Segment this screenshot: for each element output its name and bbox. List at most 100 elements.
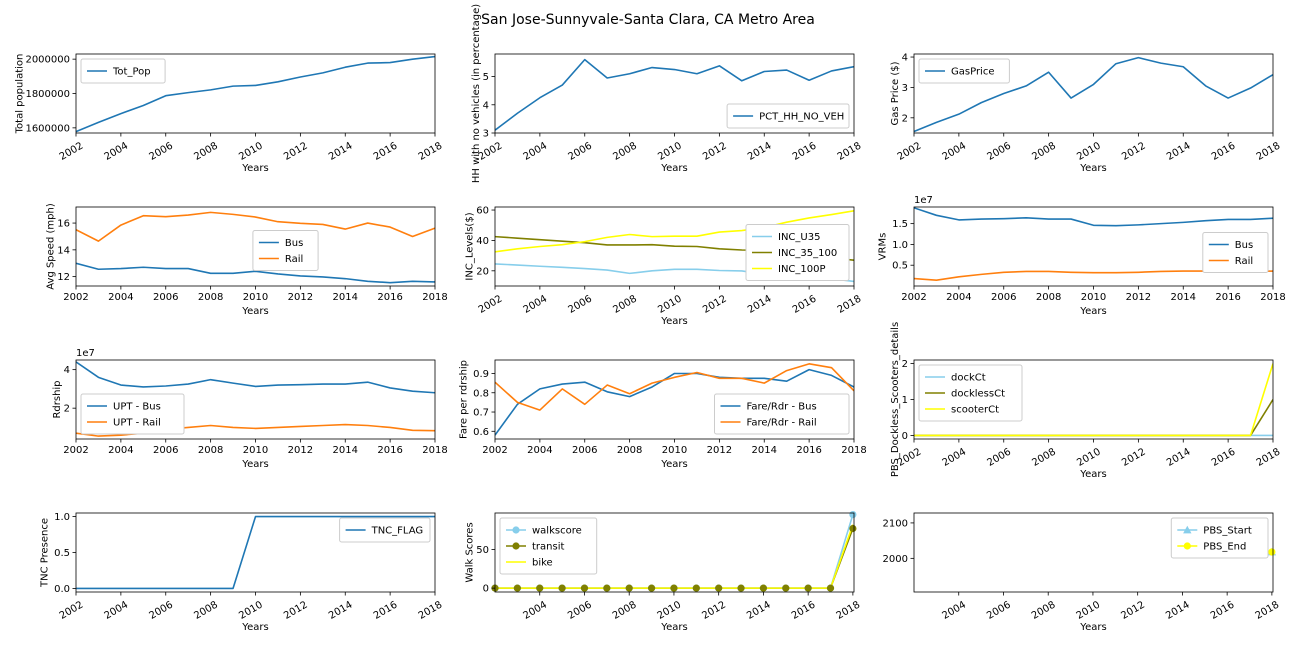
chart-4-xtick-label-1: 2002 [63, 292, 88, 303]
chart-5-ytick-label-1: 20 [476, 266, 489, 277]
chart-12-legend-label-2: PBS_End [1203, 542, 1246, 553]
chart-11-series-2-point-17 [849, 524, 857, 533]
chart-4-ylabel: Avg Speed (mph) [46, 203, 57, 290]
chart-5-series-line-3 [495, 210, 854, 253]
chart-5-xlabel: Years [660, 316, 687, 327]
chart-2-series-line-1 [495, 58, 854, 131]
chart-1-ytick-label-3: 2000000 [25, 55, 70, 66]
chart-2-ytick-label-2: 4 [483, 100, 489, 111]
chart-6-legend: Bus Rail [1202, 232, 1269, 273]
chart-8-plot-area [495, 363, 854, 436]
chart-11-frame [494, 512, 855, 593]
chart-8-legend-label-2: Fare/Rdr - Rail [747, 418, 817, 429]
chart-7-xtick-label-2: 2004 [108, 445, 133, 456]
chart-6-xtick-label-3: 2006 [991, 292, 1016, 303]
chart-2-xlabel: Years [660, 163, 687, 174]
chart-11-series-2-point-13 [759, 584, 768, 592]
chart-11-series-2-point-10 [692, 584, 700, 592]
chart-9-xlabel: Years [1079, 469, 1106, 480]
chart-6-legend-label-1: Bus [1235, 240, 1253, 251]
chart-1-series-line-1 [76, 55, 435, 133]
chart-4: 2002 2004 2006 2008 2010 2012 2014 2016 2018 12 14… [46, 203, 448, 317]
chart-1-legend-box [80, 58, 166, 84]
chart-8: 2002 2004 2006 2008 2010 2012 2014 2016 2018 0.6 0… [458, 359, 867, 470]
chart-4-legend: Bus Rail [252, 230, 319, 271]
chart-11-series-2-point-2 [513, 584, 521, 592]
chart-4-xtick-label-2: 2004 [108, 292, 133, 303]
chart-1-plot-area [76, 55, 435, 133]
chart-12-xlabel: Years [1079, 622, 1106, 633]
chart-1-ytick-label-2: 1800000 [25, 89, 70, 100]
chart-1-ytick-label-1: 1600000 [25, 123, 70, 134]
chart-6-ytick-label-1: 0.5 [892, 261, 908, 272]
chart-4-xtick-label-4: 2008 [198, 292, 223, 303]
chart-7-xtick-label-6: 2012 [288, 445, 313, 456]
chart-2-ytick-label-3: 5 [483, 72, 489, 83]
chart-8-ytick-label-3: 0.8 [473, 388, 489, 399]
chart-7-xtick-label-9: 2018 [422, 445, 447, 456]
chart-6-ytick-label-2: 1.0 [892, 240, 908, 251]
chart-11-legend-label-1: walkscore [532, 526, 582, 537]
chart-6-xtick-label-4: 2008 [1036, 292, 1061, 303]
chart-11-ytick-label-1: 0 [483, 584, 489, 595]
chart-12-ytick-label-2: 2100 [883, 518, 908, 529]
chart-10-plot-area [76, 515, 435, 590]
chart-10-legend: TNC_FLAG [339, 517, 431, 543]
chart-4-xtick-label-7: 2014 [333, 292, 358, 303]
chart-4-ytick-label-3: 16 [57, 219, 70, 230]
chart-11-ytick-label-2: 50 [476, 545, 489, 556]
chart-7: 2002 2004 2006 2008 2010 2012 2014 2016 2018 2 4 1e… [52, 348, 448, 470]
chart-4-xtick-label-8: 2016 [377, 292, 402, 303]
chart-4-xlabel: Years [241, 306, 268, 317]
figure-title: San Jose-Sunnyvale-Santa Clara, CA Metro… [481, 12, 815, 28]
chart-2-legend-box [726, 103, 850, 129]
chart-5-legend-box [745, 224, 850, 281]
chart-9-ylabel: PBS_Dockless_Scooters_details [890, 322, 901, 477]
chart-7-xlabel: Years [241, 459, 268, 470]
chart-8-xlabel: Years [660, 459, 687, 470]
chart-11-series-2-point-5 [580, 584, 589, 592]
chart-8-xtick-label-1: 2002 [482, 445, 507, 456]
chart-12-series-2-point-1 [1268, 548, 1276, 556]
chart-11-legend-box [499, 517, 598, 575]
chart-4-series-line-1 [76, 262, 435, 284]
chart-10-xlabel: Years [241, 622, 268, 633]
chart-8-legend-label-1: Fare/Rdr - Bus [747, 402, 817, 413]
chart-11-legend-label-3: bike [532, 558, 553, 569]
chart-11-series-2-point-6 [603, 584, 611, 592]
chart-9-series-line-3 [914, 363, 1273, 437]
chart-5-legend-label-2: INC_35_100 [778, 248, 837, 259]
chart-9-legend: dockCt docklessCt scooterCt [918, 364, 1023, 422]
chart-9-ytick-label-1: 0 [902, 431, 908, 442]
chart-8-xtick-label-8: 2016 [796, 445, 821, 456]
chart-10-ytick-label-1: 0.0 [54, 584, 70, 595]
chart-10-legend-label-1: TNC_FLAG [371, 526, 424, 537]
chart-8-ytick-label-2: 0.7 [473, 408, 489, 419]
chart-9-legend-label-3: scooterCt [951, 405, 999, 416]
chart-3-ytick-label-2: 3 [902, 83, 908, 94]
chart-7-xtick-label-4: 2008 [198, 445, 223, 456]
chart-11-series-2-point-7 [625, 584, 633, 592]
chart-11-series-2-point-9 [670, 584, 678, 592]
chart-6-xtick-label-5: 2010 [1081, 292, 1106, 303]
chart-8-xtick-label-6: 2012 [707, 445, 732, 456]
chart-10-ytick-label-3: 1.0 [54, 512, 70, 523]
chart-4-ytick-label-1: 12 [57, 272, 70, 283]
chart-11-legend-marker-2 [512, 542, 520, 550]
chart-11-series-2-point-15 [804, 584, 812, 592]
chart-8-ytick-label-4: 0.9 [473, 369, 489, 380]
chart-6-ytick-label-3: 1.5 [892, 219, 908, 230]
chart-6-legend-box [1202, 232, 1269, 273]
chart-4-legend-box [252, 230, 319, 271]
chart-8-xtick-label-2: 2004 [527, 445, 552, 456]
chart-11-series-2-point-16 [826, 584, 835, 592]
chart-11-series-2-point-4 [558, 584, 566, 592]
chart-1-ylabel: Total population [15, 54, 26, 135]
chart-12-legend: PBS_Start PBS_End [1170, 517, 1269, 559]
chart-7-legend-box [80, 393, 185, 435]
chart-6: 2002 2004 2006 2008 2010 2012 2014 2016 2018 0.5 1… [877, 195, 1285, 317]
chart-10-series-line-1 [76, 515, 435, 590]
chart-11-xlabel: Years [660, 622, 687, 633]
chart-6-xtick-label-2: 2004 [946, 292, 971, 303]
